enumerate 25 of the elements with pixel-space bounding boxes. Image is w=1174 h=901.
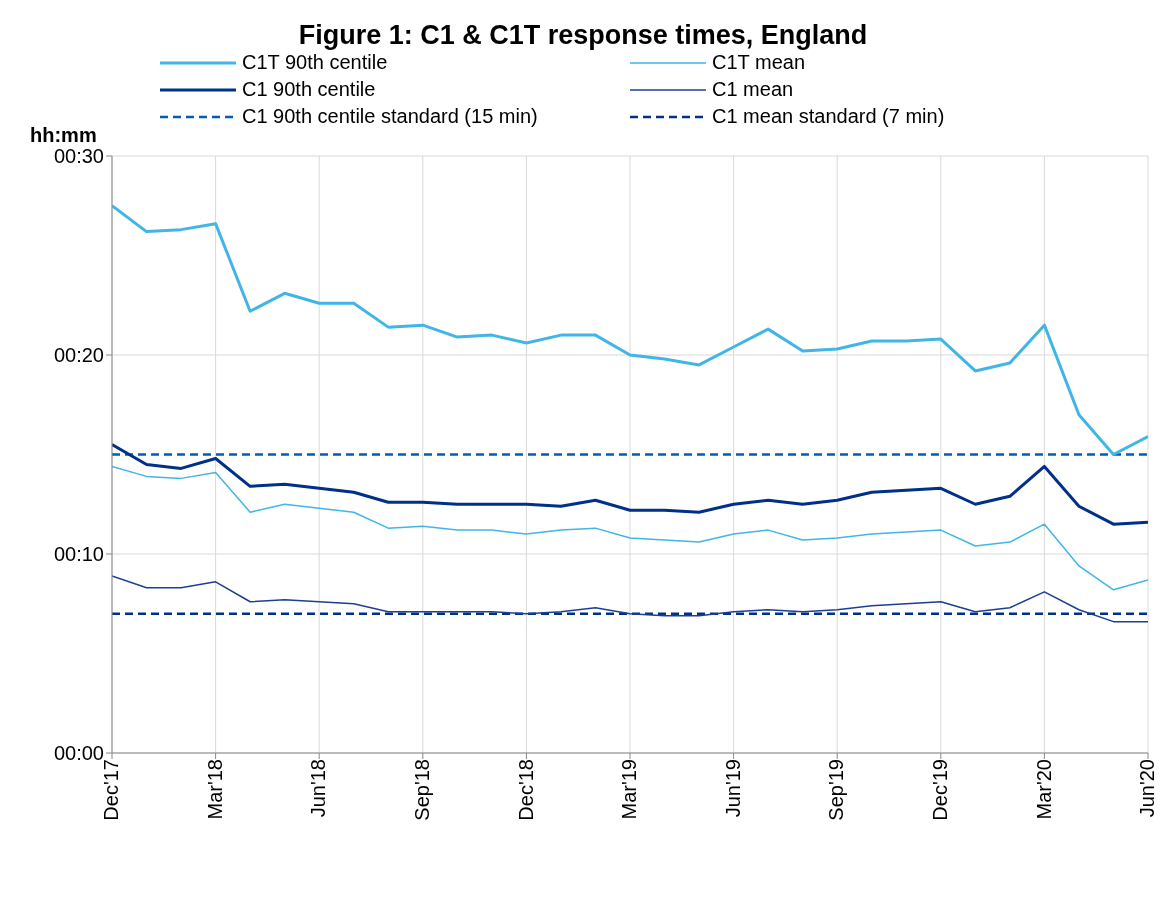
x-tick-label: Mar'18	[203, 759, 226, 820]
x-tick-label: Mar'20	[1032, 759, 1055, 820]
legend-label: C1 90th centile	[242, 78, 376, 101]
x-tick-label: Sep'19	[825, 759, 848, 821]
y-tick-label: 00:30	[53, 145, 104, 168]
x-tick-label: Jun'18	[307, 759, 330, 818]
line-series	[112, 465, 1148, 591]
legend-label: C1T 90th centile	[242, 51, 388, 74]
chart-title: Figure 1: C1 & C1T response times, England	[297, 19, 869, 51]
x-tick-label: Sep'18	[411, 759, 433, 821]
legend-label: C1 mean standard (7 min)	[712, 105, 945, 128]
x-tick-label: Jun'19	[721, 759, 744, 818]
x-tick-label: Mar'19	[618, 759, 641, 820]
legend-label: C1 mean	[712, 78, 794, 101]
line-series	[112, 575, 1148, 623]
line-series	[112, 443, 1148, 526]
legend-label: C1 90th centile standard (15 min)	[242, 105, 538, 128]
x-tick-label: Dec'19	[929, 759, 951, 821]
x-tick-label: Jun'20	[1136, 759, 1159, 818]
y-axis-title: hh:mm	[30, 124, 97, 147]
line-series	[112, 204, 1148, 456]
y-tick-label: 00:20	[53, 344, 104, 367]
y-tick-label: 00:10	[53, 543, 104, 566]
x-tick-label: Dec'18	[514, 759, 537, 821]
legend-label: C1T mean	[712, 51, 806, 74]
